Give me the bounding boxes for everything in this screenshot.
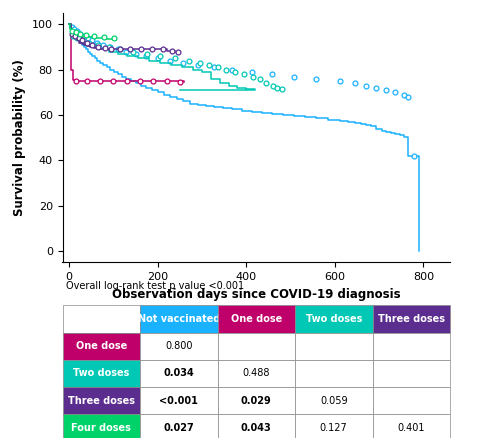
Y-axis label: Survival probability (%): Survival probability (%)	[13, 59, 26, 216]
Text: Overall log-rank test p value <0.001: Overall log-rank test p value <0.001	[66, 281, 244, 291]
X-axis label: Observation days since COVID-19 diagnosis: Observation days since COVID-19 diagnosi…	[112, 287, 401, 300]
